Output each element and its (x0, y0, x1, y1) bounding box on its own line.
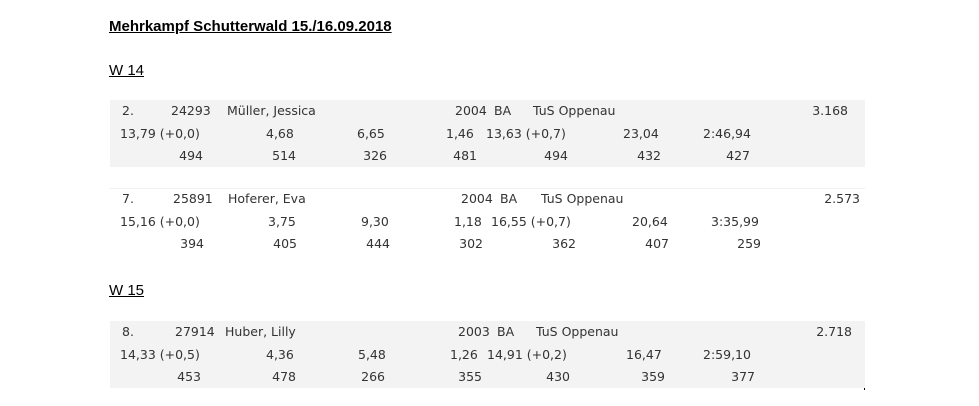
discipline-points: 430 (546, 369, 570, 384)
discipline-points: 494 (179, 148, 203, 163)
discipline-points: 362 (552, 236, 576, 251)
performance: 13,63 (+0,7) (486, 126, 566, 141)
athlete-id: 27914 (175, 324, 215, 339)
result-block (110, 321, 865, 388)
discipline-points: 514 (272, 148, 296, 163)
result-block (110, 100, 865, 167)
discipline-points: 405 (273, 236, 297, 251)
performance: 16,47 (626, 347, 662, 362)
performance: 2:59,10 (703, 347, 751, 362)
total-points: 2.718 (816, 324, 852, 339)
performance: 15,16 (+0,0) (120, 214, 200, 229)
rank: 2. (122, 103, 134, 118)
region: BA (500, 191, 518, 206)
club: TuS Oppenau (536, 324, 619, 339)
athlete-id: 25891 (173, 191, 213, 206)
performance: 3,75 (268, 214, 296, 229)
performance: 6,65 (357, 126, 385, 141)
performance: 9,30 (361, 214, 389, 229)
athlete-name: Hoferer, Eva (228, 191, 306, 206)
discipline-points: 259 (737, 236, 761, 251)
performance: 2:46,94 (703, 126, 751, 141)
performance: 1,46 (446, 126, 474, 141)
discipline-points: 377 (731, 369, 755, 384)
discipline-points: 394 (180, 236, 204, 251)
athlete-name: Huber, Lilly (225, 324, 296, 339)
discipline-points: 266 (361, 369, 385, 384)
region: BA (497, 324, 515, 339)
discipline-points: 481 (453, 148, 477, 163)
discipline-points: 444 (366, 236, 390, 251)
performance: 23,04 (623, 126, 659, 141)
birth-year: 2004 (455, 103, 487, 118)
birth-year: 2003 (458, 324, 490, 339)
discipline-points: 453 (177, 369, 201, 384)
performance: 14,91 (+0,2) (487, 347, 567, 362)
performance: 16,55 (+0,7) (491, 214, 571, 229)
discipline-points: 407 (645, 236, 669, 251)
club: TuS Oppenau (541, 191, 624, 206)
performance: 20,64 (632, 214, 668, 229)
performance: 13,79 (+0,0) (120, 126, 200, 141)
discipline-points: 427 (726, 148, 750, 163)
performance: 5,48 (358, 347, 386, 362)
performance: 14,33 (+0,5) (120, 347, 200, 362)
performance: 3:35,99 (711, 214, 759, 229)
athlete-id: 24293 (171, 103, 211, 118)
result-block (110, 188, 865, 256)
discipline-points: 359 (641, 369, 665, 384)
section-heading: W 15 (109, 282, 145, 299)
total-points: 2.573 (824, 191, 860, 206)
total-points: 3.168 (812, 103, 848, 118)
club: TuS Oppenau (533, 103, 616, 118)
rank: 8. (122, 324, 134, 339)
discipline-points: 432 (637, 148, 661, 163)
performance: 4,68 (266, 126, 294, 141)
discipline-points: 478 (272, 369, 296, 384)
title: Mehrkampf Schutterwald 15./16.09.2018 (109, 18, 392, 35)
performance: 4,36 (266, 347, 294, 362)
performance: 1,18 (454, 214, 482, 229)
discipline-points: 494 (544, 148, 568, 163)
discipline-points: 326 (363, 148, 387, 163)
region: BA (494, 103, 512, 118)
section-heading: W 14 (109, 62, 145, 79)
birth-year: 2004 (461, 191, 493, 206)
performance: 1,26 (450, 347, 478, 362)
athlete-name: Müller, Jessica (227, 103, 316, 118)
rank: 7. (122, 191, 134, 206)
discipline-points: 302 (459, 236, 483, 251)
discipline-points: 355 (458, 369, 482, 384)
